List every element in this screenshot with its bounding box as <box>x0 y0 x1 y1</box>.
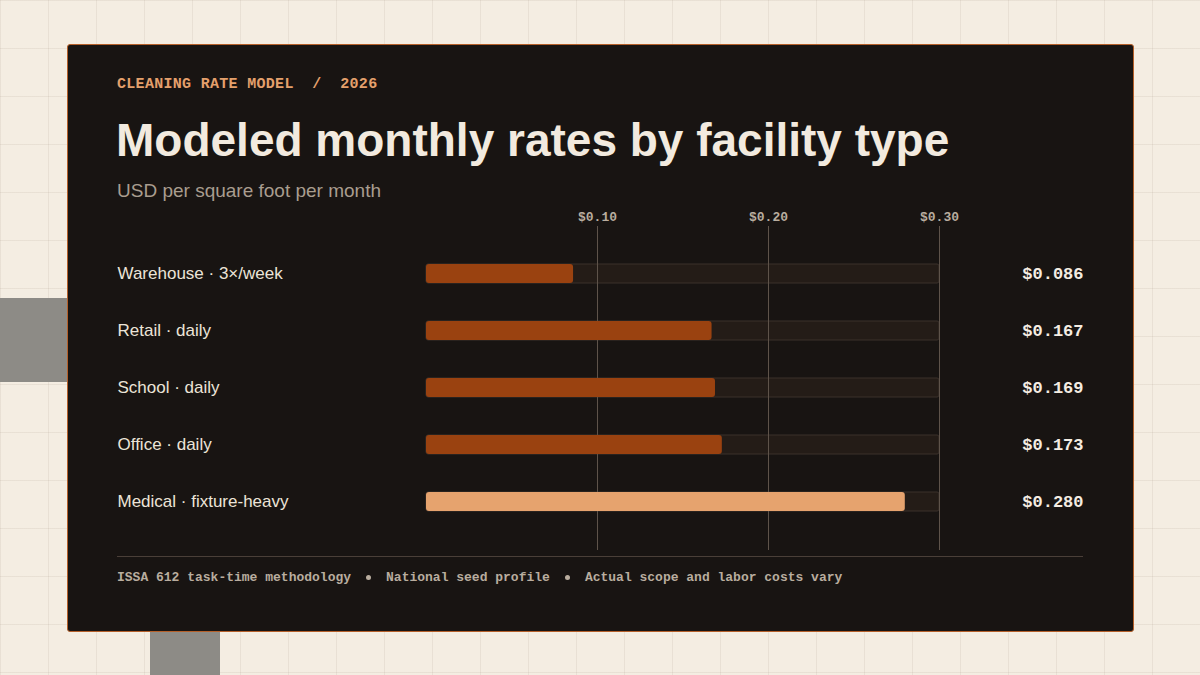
svg-text:School · daily: School · daily <box>118 378 221 397</box>
html-text:USD per square foot per month: USD per square foot per month <box>117 180 381 201</box>
svg-text:Retail · daily: Retail · daily <box>118 321 212 340</box>
svg-text:$0.280: $0.280 <box>1022 493 1083 512</box>
svg-text:$0.169: $0.169 <box>1022 379 1083 398</box>
html-text:Modeled monthly rates by facil: Modeled monthly rates by facility type <box>116 114 950 166</box>
svg-text:$0.30: $0.30 <box>920 210 959 225</box>
svg-text:Office · daily: Office · daily <box>118 435 213 454</box>
svg-text:$0.20: $0.20 <box>749 210 788 225</box>
html-text:ISSA 612 task-time methodology: ISSA 612 task-time methodology <box>117 570 351 585</box>
svg-text:Medical · fixture-heavy: Medical · fixture-heavy <box>118 492 290 511</box>
html-text:Actual scope and labor costs v: Actual scope and labor costs vary <box>584 570 843 585</box>
svg-text:$0.086: $0.086 <box>1022 265 1083 284</box>
svg-text:Warehouse · 3×/week: Warehouse · 3×/week <box>118 264 284 283</box>
svg-text:$0.10: $0.10 <box>578 210 617 225</box>
html-text:CLEANING RATE MODEL / 2026: CLEANING RATE MODEL / 2026 <box>117 76 378 93</box>
svg-text:$0.173: $0.173 <box>1022 436 1083 455</box>
svg-text:$0.167: $0.167 <box>1022 322 1083 341</box>
html-text:National seed profile: National seed profile <box>386 570 550 585</box>
